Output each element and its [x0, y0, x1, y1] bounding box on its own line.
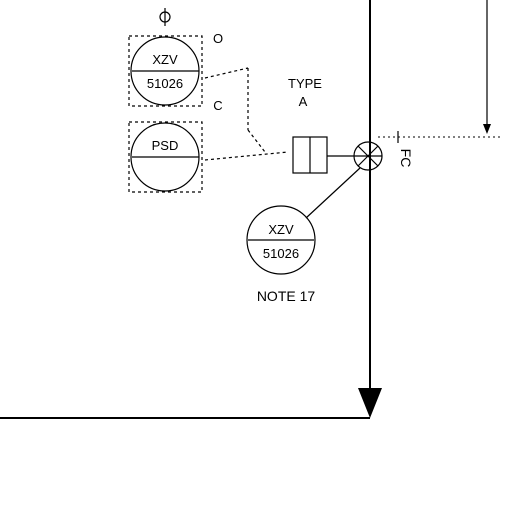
instrument-leader-line: [305, 167, 361, 219]
instrument-xzv-top-line2: 51026: [147, 76, 183, 91]
actuator-type-value: A: [299, 94, 308, 109]
instrument-xzv-bottom-line2: 51026: [263, 246, 299, 261]
instrument-xzv-top: [128, 35, 203, 107]
shutdown-valve: [353, 141, 383, 171]
actuator-type-label: TYPE: [288, 76, 322, 91]
instrument-xzv-top-line1: XZV: [152, 52, 178, 67]
instrument-signal-dashed-connector: [247, 129, 266, 153]
position-closed-label: C: [213, 98, 222, 113]
instrument-psd-label: PSD: [152, 138, 179, 153]
instrument-signal-dashed-lower: [204, 151, 289, 161]
instrument-xzv-bottom-line1: XZV: [268, 222, 294, 237]
actuator-type-box: [292, 136, 328, 174]
valve-fail-label: FC: [398, 149, 414, 168]
flow-arrow-down-icon: [358, 388, 382, 418]
signal-arrow-icon: [483, 124, 491, 134]
instrument-psd: [128, 121, 203, 193]
instrument-xzv-bottom: [246, 205, 316, 275]
position-open-label: O: [213, 31, 223, 46]
note-label: NOTE 17: [257, 288, 316, 304]
phi-symbol-icon: [159, 8, 171, 26]
instrument-signal-dashed-upper: [204, 67, 249, 79]
